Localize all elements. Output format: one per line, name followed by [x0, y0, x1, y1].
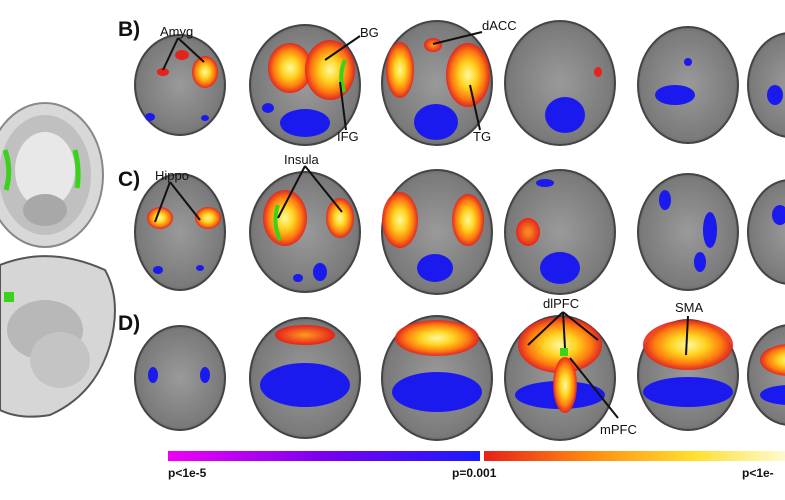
row-d-brains: [134, 315, 785, 441]
label-insula: Insula: [284, 152, 319, 167]
label-mpfc: mPFC: [600, 422, 637, 437]
reference-sagittal-slice: [0, 255, 116, 418]
annotation-lines: [154, 31, 689, 419]
label-ifg: IFG: [337, 129, 359, 144]
colorbar-mid-label: p=0.001: [452, 466, 497, 480]
colorbar-right-label: p<1e-: [742, 466, 774, 480]
reference-axial-slice: [0, 102, 104, 248]
positive-colorbar: [484, 451, 785, 461]
negative-colorbar: [168, 451, 480, 461]
row-c-brains: [134, 169, 785, 295]
panel-label-c: C): [118, 168, 141, 191]
panel-label-b: B): [118, 18, 141, 41]
row-b-brains: [134, 20, 785, 146]
label-hippo: Hippo: [155, 168, 189, 183]
label-sma: SMA: [675, 300, 704, 315]
label-dlpfc: dlPFC: [543, 296, 580, 311]
label-tg: TG: [473, 129, 492, 144]
label-dacc: dACC: [482, 18, 517, 33]
panel-label-d: D): [118, 312, 141, 335]
label-amyg: Amyg: [160, 24, 194, 39]
colorbar-left-label: p<1e-5: [168, 466, 207, 480]
label-bg: BG: [360, 25, 379, 40]
